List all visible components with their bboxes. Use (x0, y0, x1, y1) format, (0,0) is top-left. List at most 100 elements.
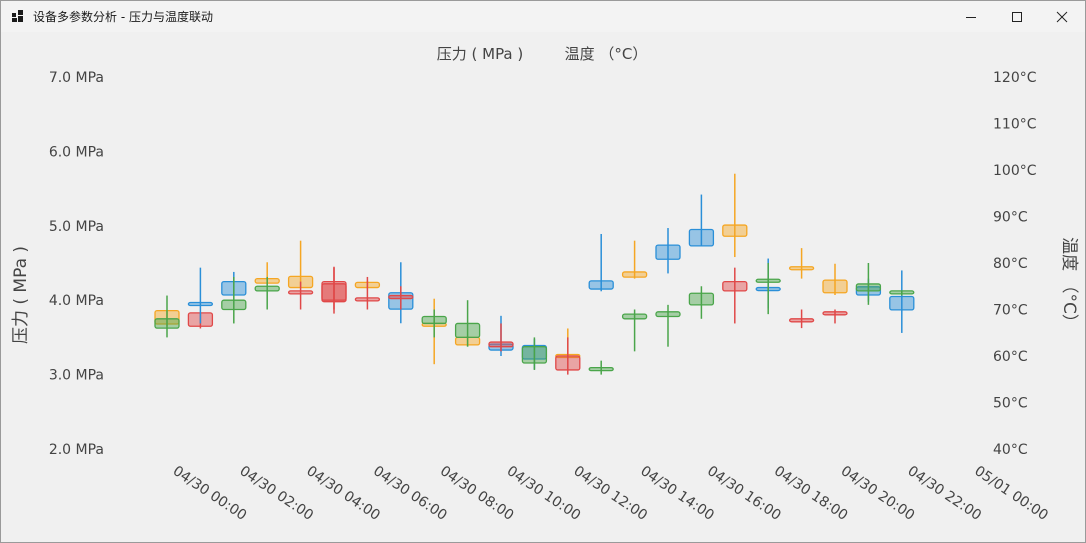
legend-pressure: 压力 ( MPa ) (437, 45, 524, 63)
pressure-candle[interactable] (655, 228, 681, 274)
candle-body (154, 318, 180, 329)
x-tick-label: 05/01 00:00 (971, 463, 1051, 524)
y-left-tick-label: 6.0 MPa (49, 144, 104, 160)
minimize-icon (966, 16, 976, 18)
x-tick-label: 04/30 18:00 (771, 463, 851, 524)
x-tick-label: 04/30 22:00 (905, 463, 985, 524)
y-right-tick-label: 100°C (993, 163, 1037, 179)
pressure-candle[interactable] (621, 240, 648, 279)
plot-area (154, 173, 915, 375)
temperature-candle[interactable] (354, 276, 381, 310)
candle-body (221, 299, 247, 311)
legend: 压力 ( MPa ) 温度 （°C） (437, 45, 648, 63)
temperature-candle[interactable] (889, 290, 915, 296)
temperature-candle[interactable] (688, 286, 715, 319)
pressure-candle[interactable] (588, 233, 614, 292)
temperature-candle[interactable] (822, 309, 848, 324)
candle-body (889, 290, 915, 295)
close-button[interactable] (1039, 1, 1085, 32)
title-bar[interactable]: 设备多参数分析 - 压力与温度联动 (1, 1, 1085, 32)
temperature-candle[interactable] (454, 300, 481, 347)
x-tick-label: 04/30 12:00 (571, 463, 651, 524)
candle-body (354, 297, 381, 302)
minimize-button[interactable] (948, 1, 994, 32)
legend-temperature: 温度 （°C） (565, 45, 648, 63)
temperature-candle[interactable] (488, 323, 514, 352)
temperature-candle[interactable] (755, 263, 781, 315)
candle-body (421, 315, 447, 325)
candle-body (688, 292, 715, 306)
candle-body (321, 280, 347, 301)
candle-body (855, 283, 882, 292)
candle-body (755, 278, 781, 283)
y-right-tick-label: 80°C (993, 256, 1028, 272)
pressure-candle[interactable] (688, 194, 715, 247)
temperature-candle[interactable] (421, 309, 447, 338)
pressure-candle[interactable] (822, 263, 848, 295)
x-tick-label: 04/30 10:00 (504, 463, 584, 524)
temperature-candle[interactable] (521, 337, 548, 370)
temperature-candle[interactable] (321, 267, 347, 310)
temperature-candle[interactable] (588, 360, 614, 375)
temperature-candle[interactable] (154, 295, 180, 338)
app-icon (12, 10, 24, 22)
temperature-candle[interactable] (788, 309, 815, 329)
temperature-candle[interactable] (187, 267, 214, 324)
candle-body (187, 301, 214, 307)
candle-body (722, 280, 748, 292)
x-tick-label: 04/30 20:00 (838, 463, 918, 524)
maximize-icon (1012, 11, 1022, 22)
y-axis-left: 2.0 MPa 3.0 MPa 4.0 MPa 5.0 MPa 6.0 MPa 7.0 M… (49, 70, 104, 458)
y-axis-right: 40°C 50°C 60°C 70°C 80°C 90°C 100°C 110°C 120°C (993, 70, 1037, 458)
pressure-candle[interactable] (889, 270, 915, 333)
y-right-tick-label: 50°C (993, 396, 1028, 412)
temperature-candle[interactable] (722, 267, 748, 324)
candle-body (788, 318, 815, 323)
temperature-candle[interactable] (855, 263, 882, 305)
y-left-tick-label: 3.0 MPa (49, 368, 104, 384)
candle-body (287, 290, 314, 295)
x-tick-label: 04/30 16:00 (704, 463, 784, 524)
x-tick-label: 04/30 14:00 (637, 463, 717, 524)
x-tick-label: 04/30 02:00 (237, 463, 317, 524)
y-right-tick-label: 90°C (993, 210, 1028, 226)
y-right-tick-label: 70°C (993, 303, 1028, 319)
temperature-candle[interactable] (254, 276, 280, 310)
candle-body (254, 285, 280, 292)
temperature-candle[interactable] (555, 337, 581, 375)
temperature-candle[interactable] (621, 309, 648, 352)
candle-body (588, 280, 614, 290)
x-tick-label: 04/30 04:00 (303, 463, 383, 524)
candle-body (621, 271, 648, 278)
candle-body (688, 228, 715, 247)
y-left-tick-label: 5.0 MPa (49, 219, 104, 235)
candle-body (621, 313, 648, 320)
pressure-candle[interactable] (788, 248, 815, 279)
maximize-button[interactable] (994, 1, 1040, 32)
y-left-tick-label: 7.0 MPa (49, 70, 104, 86)
candle-body (822, 279, 848, 294)
candle-body (588, 366, 614, 372)
y-axis-left-label: 压力 ( MPa ) (11, 246, 31, 344)
candle-body (655, 244, 681, 260)
y-axis-right-label: 温度 （°C） (1059, 237, 1079, 331)
candle-body (488, 341, 514, 348)
temperature-candle[interactable] (655, 304, 681, 347)
candle-body (521, 346, 548, 364)
temperature-candle[interactable] (287, 281, 314, 310)
y-left-tick-label: 2.0 MPa (49, 442, 104, 458)
window-title: 设备多参数分析 - 压力与温度联动 (33, 10, 213, 24)
candle-body (822, 311, 848, 316)
candle-body (655, 311, 681, 318)
x-tick-label: 04/30 08:00 (437, 463, 517, 524)
x-tick-label: 04/30 00:00 (170, 463, 250, 524)
y-right-tick-label: 120°C (993, 70, 1037, 86)
pressure-candle[interactable] (287, 240, 314, 289)
candle-body (788, 266, 815, 271)
y-right-tick-label: 60°C (993, 349, 1028, 365)
pressure-candle[interactable] (722, 173, 748, 258)
candle-body (889, 295, 915, 311)
temperature-candle[interactable] (221, 276, 247, 324)
temperature-candle[interactable] (388, 286, 414, 310)
